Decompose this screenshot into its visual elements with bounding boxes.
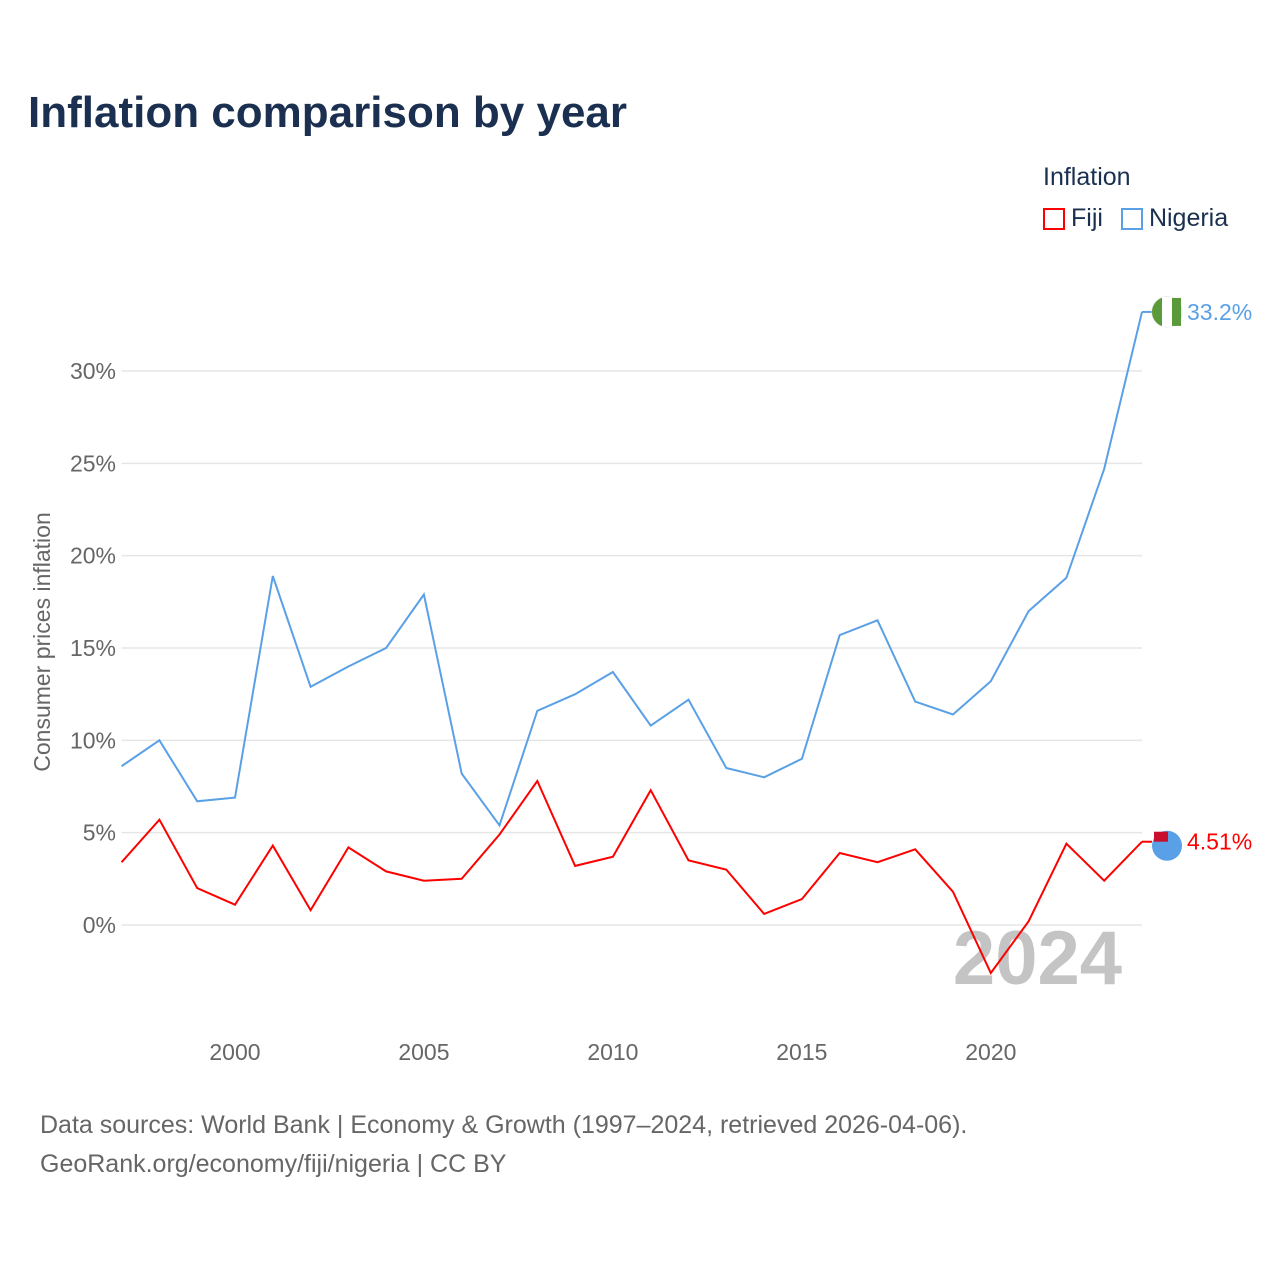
y-tick-label: 10% [70,727,116,753]
x-tick-label: 2010 [587,1039,638,1065]
series-line-fiji [120,778,1143,975]
legend-item-fiji[interactable]: Fiji [1043,204,1103,233]
nigeria-flag-icon [1162,296,1172,327]
legend-label: Fiji [1071,204,1103,232]
end-value-label: 4.51% [1187,829,1252,855]
y-tick-label: 25% [70,450,116,476]
x-tick-label: 2005 [398,1039,449,1065]
y-axis-label: Consumer prices inflation [29,512,55,772]
nigeria-swatch [1120,207,1143,230]
year-watermark: 2024 [953,916,1122,1001]
y-tick-label: 15% [70,635,116,661]
source-line-2[interactable]: GeoRank.org/economy/fiji/nigeria | CC BY [40,1150,507,1178]
source-line-1: Data sources: World Bank | Economy & Gro… [40,1111,968,1139]
y-tick-label: 5% [83,820,116,846]
y-tick-label: 0% [83,912,116,938]
legend-label: Nigeria [1148,204,1229,232]
nigeria-flag-icon [1172,297,1181,326]
chart-title: Inflation comparison by year [28,88,628,137]
legend: Fiji Nigeria [1043,204,1228,233]
legend-item-nigeria[interactable]: Nigeria [1120,204,1229,233]
y-tick-label: 20% [70,543,116,569]
source-note: Data sources: World Bank | Economy & Gro… [40,1106,967,1184]
x-tick-label: 2015 [776,1039,827,1065]
fiji-flag-icon [1154,831,1168,842]
x-tick-label: 2000 [209,1039,260,1065]
legend-title: Inflation [1043,163,1131,191]
y-tick-label: 30% [70,358,116,384]
x-tick-label: 2020 [965,1039,1016,1065]
series-line-nigeria [121,311,1143,828]
fiji-swatch [1043,207,1065,230]
end-value-label: 33.2% [1187,299,1252,325]
